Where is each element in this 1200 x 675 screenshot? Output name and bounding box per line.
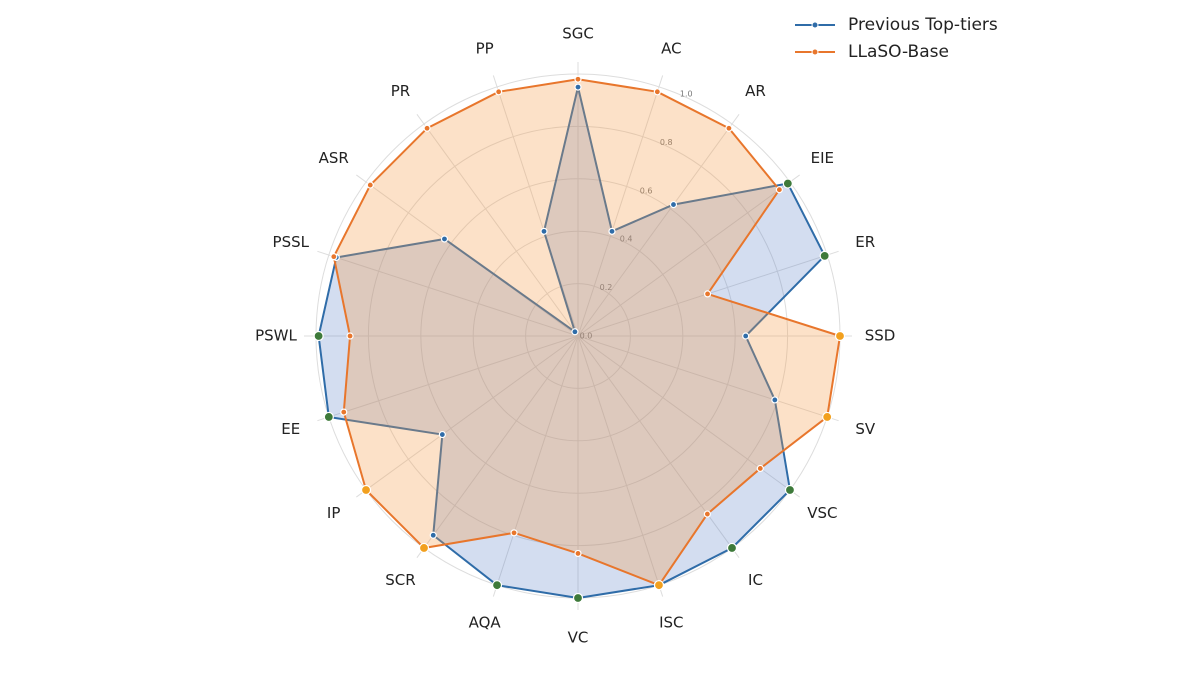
spoke xyxy=(577,75,664,337)
spoke xyxy=(317,335,579,422)
legend-label: LLaSO-Base xyxy=(848,42,949,62)
legend-label: Previous Top-tiers xyxy=(848,15,998,35)
data-point xyxy=(418,542,430,554)
data-point xyxy=(313,330,324,342)
spoke xyxy=(577,335,664,597)
category-label: SSD xyxy=(865,327,896,345)
radial-tick-label: 0.2 xyxy=(600,283,613,292)
spoke xyxy=(577,174,800,337)
data-point xyxy=(572,592,584,604)
data-point xyxy=(574,549,582,558)
radial-tick-label: 0.4 xyxy=(620,235,633,244)
category-label: ER xyxy=(855,233,875,251)
data-point xyxy=(346,332,354,340)
data-point xyxy=(440,235,449,243)
data-point xyxy=(330,253,338,261)
category-label: AQA xyxy=(469,614,502,632)
category-label: AC xyxy=(661,39,681,57)
category-label: PP xyxy=(476,39,494,57)
radial-tick-label: 1.0 xyxy=(680,89,693,98)
category-label: PSSL xyxy=(273,233,310,251)
category-label: VSC xyxy=(807,504,837,522)
data-point xyxy=(822,411,833,423)
spoke xyxy=(356,335,579,498)
spoke xyxy=(577,114,740,337)
data-point xyxy=(653,88,661,96)
spoke xyxy=(416,114,579,337)
category-label: ASR xyxy=(319,149,349,167)
category-label: VC xyxy=(568,629,589,647)
spoke xyxy=(492,335,579,597)
data-point xyxy=(571,328,579,336)
radial-tick-label: 0.8 xyxy=(660,138,673,147)
data-point xyxy=(784,484,796,496)
data-point xyxy=(574,83,582,91)
data-point xyxy=(540,227,548,235)
data-point xyxy=(340,408,348,416)
data-point xyxy=(495,88,503,96)
radial-tick-label: 0.0 xyxy=(580,332,593,341)
data-point xyxy=(510,529,518,537)
data-point xyxy=(771,396,779,404)
data-point xyxy=(491,580,503,591)
category-label: AR xyxy=(745,82,766,100)
data-point xyxy=(366,181,374,189)
data-point xyxy=(653,580,665,591)
category-label: PR xyxy=(391,82,410,100)
spoke xyxy=(317,250,579,337)
data-point xyxy=(819,250,830,261)
category-label: SV xyxy=(855,420,876,438)
data-point xyxy=(834,330,846,342)
data-point xyxy=(574,75,582,83)
legend-marker xyxy=(811,48,819,56)
data-point xyxy=(438,430,446,439)
data-point xyxy=(726,542,738,554)
category-label: EE xyxy=(281,420,300,438)
data-point xyxy=(782,178,793,189)
category-label: ISC xyxy=(659,614,683,632)
spoke xyxy=(577,335,839,422)
category-label: PSWL xyxy=(255,327,297,345)
category-label: SGC xyxy=(562,25,594,43)
spoke xyxy=(416,335,579,558)
data-point xyxy=(323,411,334,423)
radial-tick-label: 0.6 xyxy=(640,186,653,195)
data-point xyxy=(429,531,437,539)
data-point xyxy=(669,200,678,209)
category-label: SCR xyxy=(385,571,415,589)
legend-marker xyxy=(811,21,819,29)
data-point xyxy=(756,464,764,473)
data-point xyxy=(725,124,733,132)
data-point xyxy=(423,124,431,132)
data-point xyxy=(703,290,712,298)
data-point xyxy=(703,510,711,518)
category-label: EIE xyxy=(811,149,834,167)
data-point xyxy=(742,332,750,340)
category-label: IC xyxy=(748,571,763,589)
data-point xyxy=(360,484,372,496)
data-point xyxy=(608,227,616,235)
spoke xyxy=(577,335,740,558)
category-label: IP xyxy=(327,504,340,522)
data-point xyxy=(775,186,783,194)
